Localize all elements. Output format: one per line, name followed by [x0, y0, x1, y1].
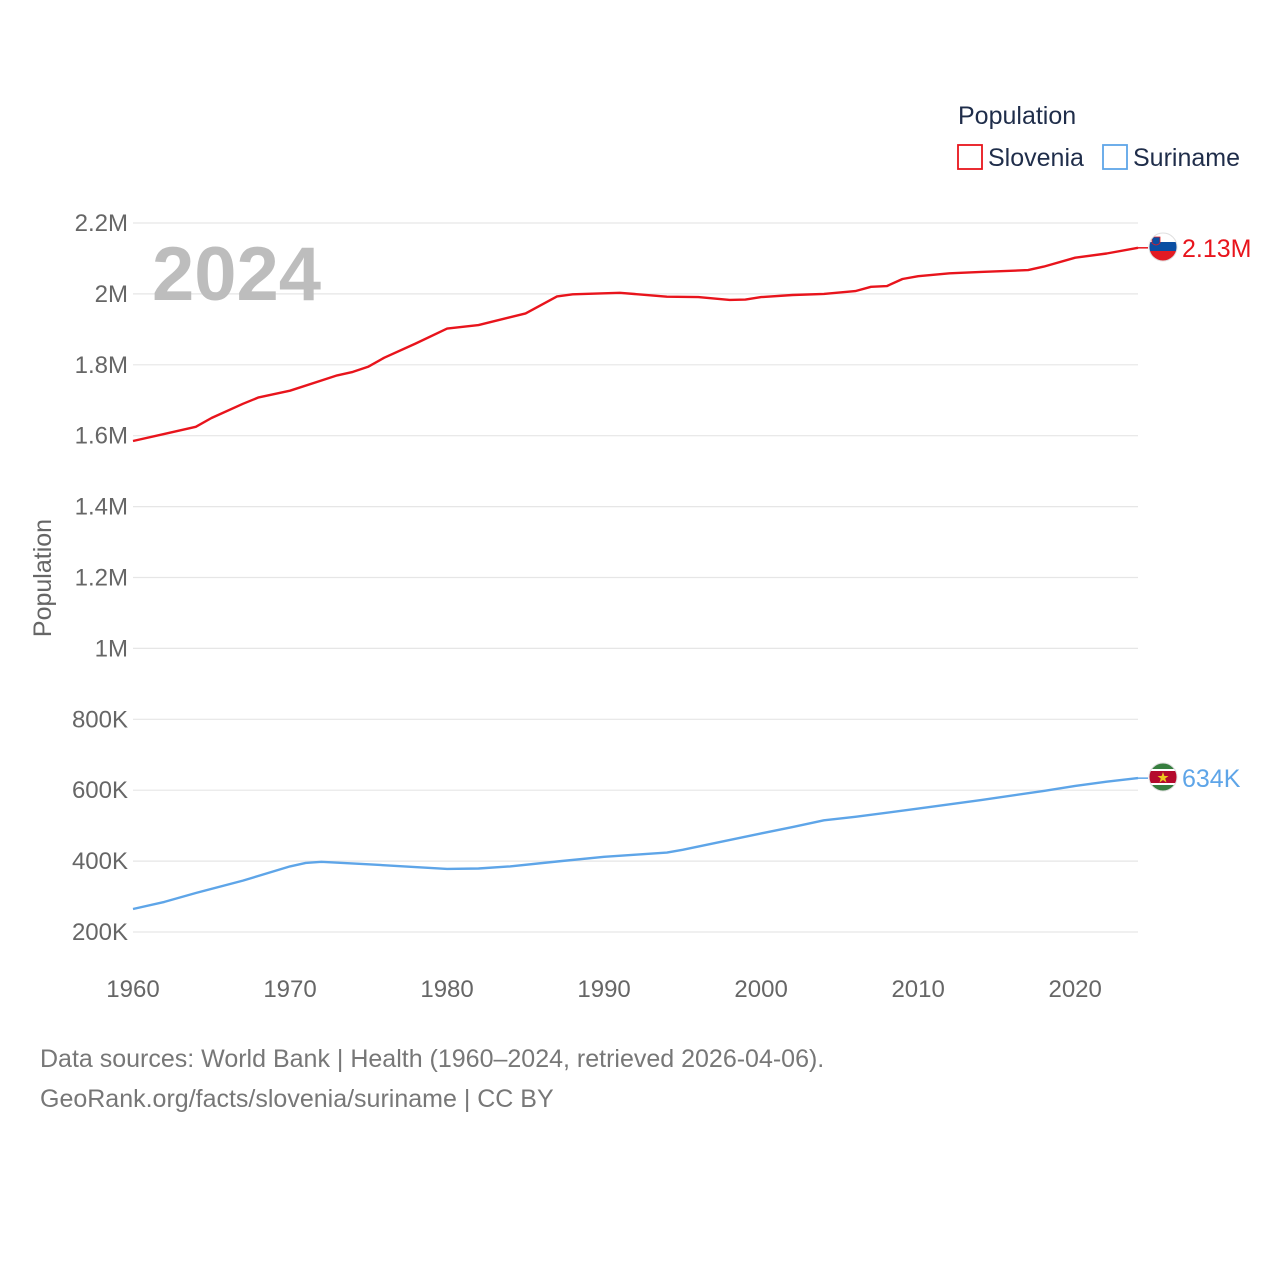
y-axis-ticks: 200K 400K 600K 800K 1M 1.2M 1.4M 1.6M 1.8M 2M 2.2M: [72, 210, 128, 946]
x-tick-label: 1990: [577, 976, 630, 1003]
legend-swatch: [957, 144, 983, 170]
y-tick-label: 1.6M: [75, 423, 128, 450]
x-tick-label: 2020: [1048, 976, 1101, 1003]
end-labels: 2.13M 634K: [1182, 235, 1251, 793]
legend-label: Slovenia: [988, 144, 1084, 172]
suriname-end-value-label: 634K: [1182, 765, 1241, 793]
y-tick-label: 1.2M: [75, 565, 128, 592]
y-tick-label: 200K: [72, 919, 128, 946]
data-source-note: Data sources: World Bank | Health (1960–…: [40, 1045, 825, 1073]
x-tick-label: 1970: [263, 976, 316, 1003]
y-tick-label: 1.8M: [75, 352, 128, 379]
suriname-series-line: [132, 776, 1139, 911]
y-tick-label: 2M: [95, 281, 128, 308]
y-tick-label: 600K: [72, 777, 128, 804]
y-tick-label: 2.2M: [75, 210, 128, 237]
y-tick-label: 400K: [72, 848, 128, 875]
year-watermark: 2024: [152, 232, 321, 317]
x-axis-ticks: 1960 1970 1980 1990 2000 2010 2020: [106, 976, 1102, 1003]
slovenia-flag-icon: [1149, 233, 1177, 261]
y-tick-label: 1.4M: [75, 494, 128, 521]
series-lines: [132, 246, 1148, 911]
attribution-note: GeoRank.org/facts/slovenia/suriname | CC…: [40, 1085, 554, 1113]
suriname-flag-icon: [1149, 763, 1177, 791]
x-tick-label: 2000: [734, 976, 787, 1003]
legend-item-suriname[interactable]: Suriname: [1102, 144, 1240, 172]
legend: Population Slovenia Suriname: [957, 102, 1240, 172]
legend-item-slovenia[interactable]: Slovenia: [957, 144, 1084, 172]
x-tick-label: 2010: [891, 976, 944, 1003]
slovenia-end-value-label: 2.13M: [1182, 235, 1251, 263]
x-tick-label: 1980: [420, 976, 473, 1003]
legend-title: Population: [958, 102, 1076, 130]
legend-swatch: [1102, 144, 1128, 170]
slovenia-series-line: [132, 246, 1139, 443]
x-tick-label: 1960: [106, 976, 159, 1003]
legend-label: Suriname: [1133, 144, 1240, 172]
gridlines: [133, 222, 1138, 933]
y-tick-label: 1M: [95, 635, 128, 662]
y-tick-label: 800K: [72, 706, 128, 733]
y-axis-title: Population: [29, 519, 57, 637]
